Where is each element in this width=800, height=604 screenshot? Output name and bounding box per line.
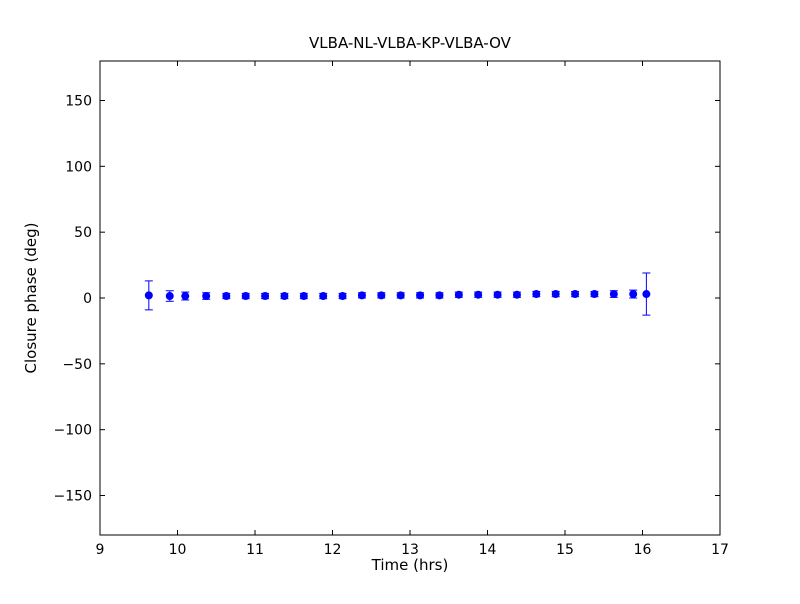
data-point xyxy=(144,291,153,300)
data-point xyxy=(629,290,638,299)
plot-area xyxy=(99,60,721,536)
data-point xyxy=(202,292,211,301)
data-point xyxy=(181,292,190,301)
chart-title: VLBA-NL-VLBA-KP-VLBA-OV xyxy=(309,34,512,52)
data-point xyxy=(261,292,270,301)
data-point xyxy=(474,290,483,299)
y-tick-label: 150 xyxy=(65,94,92,110)
data-point xyxy=(416,291,425,300)
data-point xyxy=(551,290,560,299)
y-tick-label: −150 xyxy=(54,489,92,505)
x-tick-label: 16 xyxy=(634,542,652,558)
data-point xyxy=(396,291,405,300)
data-point xyxy=(571,290,580,299)
x-tick-label: 12 xyxy=(324,542,342,558)
data-point xyxy=(590,290,599,299)
axis-ticks xyxy=(99,61,721,535)
y-tick-label: 100 xyxy=(65,159,92,175)
data-point xyxy=(280,292,289,301)
data-point xyxy=(435,291,444,300)
data-point xyxy=(357,291,366,300)
x-tick-label: 13 xyxy=(401,542,419,558)
data-point xyxy=(642,290,651,299)
data-point xyxy=(493,290,502,299)
x-tick-label: 17 xyxy=(711,542,729,558)
x-tick-label: 10 xyxy=(169,542,187,558)
data-point xyxy=(165,292,174,301)
data-point xyxy=(512,290,521,299)
data-points xyxy=(144,290,651,301)
y-tick-label: 0 xyxy=(83,291,92,307)
x-tick-label: 15 xyxy=(556,542,574,558)
x-tick-label: 9 xyxy=(96,542,105,558)
data-point xyxy=(609,290,618,299)
data-point xyxy=(299,292,308,301)
data-point xyxy=(319,292,328,301)
data-point xyxy=(222,292,231,301)
axis-tick-labels: 9 10 11 12 13 14 15 16 17 −150 −100 −50 0 50 100 150 xyxy=(54,94,729,559)
data-point xyxy=(532,290,541,299)
y-axis-label: Closure phase (deg) xyxy=(22,223,40,374)
data-point xyxy=(338,292,347,301)
y-tick-label: 50 xyxy=(74,225,92,241)
x-axis-label: Time (hrs) xyxy=(371,556,449,574)
y-tick-label: −50 xyxy=(62,357,92,373)
y-tick-label: −100 xyxy=(54,423,92,439)
data-point xyxy=(241,292,250,301)
data-point xyxy=(377,291,386,300)
x-tick-label: 11 xyxy=(246,542,264,558)
x-tick-label: 14 xyxy=(479,542,497,558)
data-point xyxy=(454,290,463,299)
